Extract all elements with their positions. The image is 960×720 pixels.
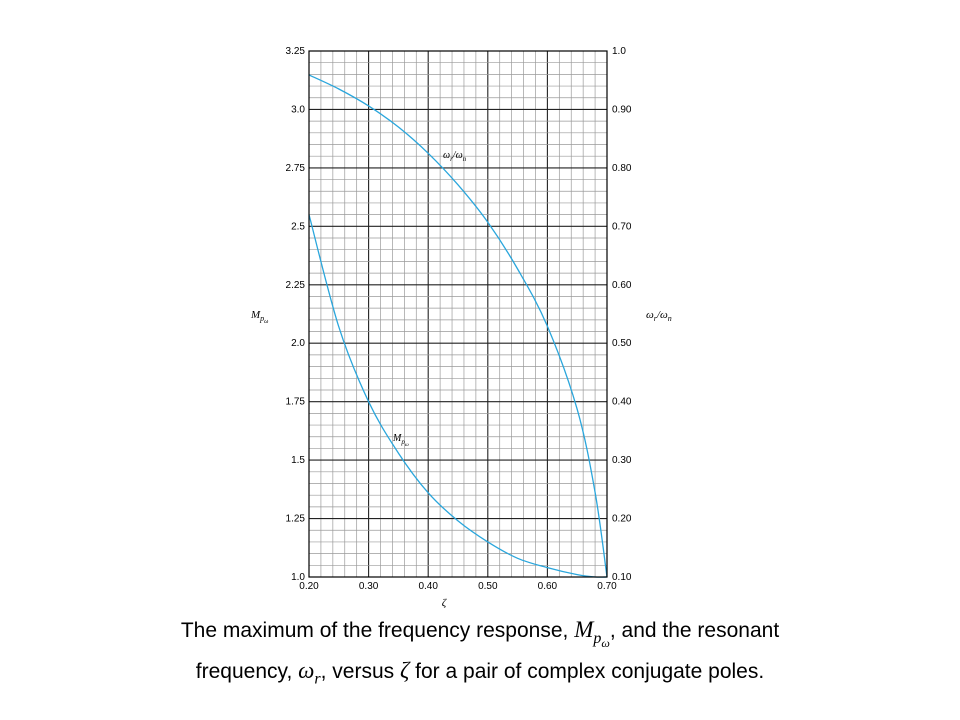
right-tick-label: 0.80	[612, 163, 632, 174]
x-tick-label: 0.40	[418, 581, 438, 592]
caption-line-2: frequency, ωr, versus ζ for a pair of co…	[195, 657, 765, 688]
series-line-mp	[308, 214, 608, 578]
series-label-wr-wn: ωr/ωn	[443, 150, 467, 163]
chart-curves	[308, 74, 608, 578]
right-tick-label: 0.50	[612, 338, 632, 349]
x-tick-label: 0.50	[478, 581, 498, 592]
chart-grid	[309, 51, 607, 577]
right-tick-label: 0.90	[612, 104, 632, 115]
left-tick-label: 2.75	[286, 163, 306, 174]
left-axis-label: Mpω	[250, 309, 268, 325]
left-tick-label: 2.25	[286, 280, 306, 291]
chart-ticks: 0.20 0.30 0.40 0.50 0.60 0.70 1.0 1.25 1.5 1.75 2.…	[286, 46, 632, 592]
right-tick-label: 0.60	[612, 280, 632, 291]
left-tick-label: 1.25	[286, 514, 306, 525]
series-label-mp: Mpω	[392, 433, 409, 448]
left-tick-label: 1.75	[286, 397, 306, 408]
x-tick-label: 0.30	[359, 581, 379, 592]
left-tick-label: 2.5	[291, 221, 305, 232]
right-tick-label: 0.10	[612, 572, 632, 583]
caption-line-1: The maximum of the frequency response, M…	[180, 617, 780, 650]
right-tick-label: 0.20	[612, 514, 632, 525]
caption-symbol-wr: ωr	[298, 657, 321, 688]
right-tick-label: 0.40	[612, 397, 632, 408]
plot-frame	[308, 50, 608, 578]
caption-symbol-mp: Mpω	[574, 617, 610, 650]
series-line-wr-wn	[308, 74, 608, 578]
x-tick-label: 0.70	[597, 581, 617, 592]
right-tick-label: 0.70	[612, 221, 632, 232]
right-tick-label: 1.0	[612, 46, 626, 57]
left-tick-label: 1.0	[291, 572, 305, 583]
left-tick-label: 3.25	[286, 46, 306, 57]
figure-caption: The maximum of the frequency response, M…	[0, 616, 960, 693]
x-axis-label: ζ	[442, 597, 448, 609]
left-tick-label: 2.0	[291, 338, 305, 349]
right-axis-label: ωr/ωn	[646, 309, 672, 323]
right-tick-label: 0.30	[612, 455, 632, 466]
x-tick-label: 0.20	[299, 581, 319, 592]
x-tick-label: 0.60	[538, 581, 558, 592]
left-tick-label: 3.0	[291, 104, 305, 115]
left-tick-label: 1.5	[291, 455, 305, 466]
chart: 0.20 0.30 0.40 0.50 0.60 0.70 1.0 1.25 1.5 1.75 2.…	[250, 46, 672, 609]
